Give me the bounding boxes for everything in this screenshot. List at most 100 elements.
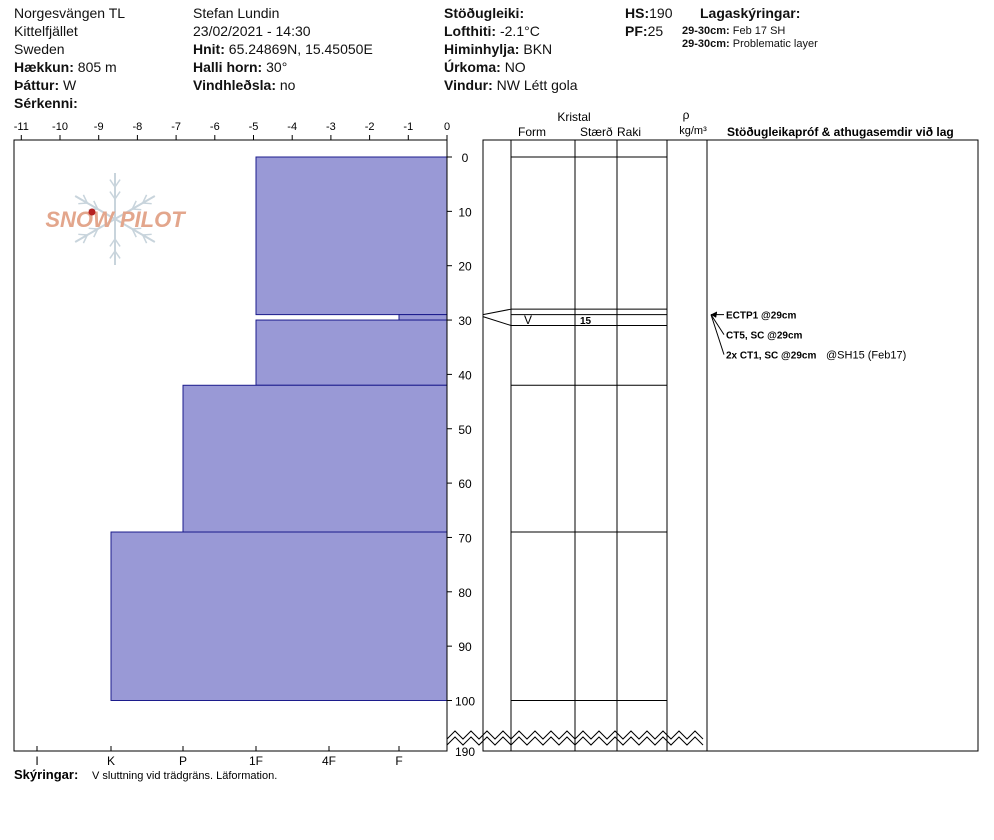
snowflake-arm — [74, 195, 116, 220]
stability-tests: ECTP1 @29cm CT5, SC @29cm 2x CT1, SC @29cm… — [710, 311, 906, 362]
snowflake-branch — [114, 250, 121, 259]
footer-label: Skýringar: — [14, 767, 78, 782]
aspect-label: Þáttur: — [14, 77, 60, 93]
layer-notes-title-text: Lagaskýringar: — [700, 5, 801, 21]
test-leader-line — [710, 314, 725, 355]
stability: Stöðugleiki: — [444, 4, 578, 22]
snowflake-branch — [114, 179, 121, 188]
snowflake-branch — [114, 238, 121, 247]
test-arrowhead — [711, 311, 717, 318]
observer-name: Stefan Lundin — [193, 5, 280, 21]
precipitation: Úrkoma: NO — [444, 58, 578, 76]
sky-label: Himinhylja: — [444, 41, 520, 57]
slope-value: 30° — [266, 59, 288, 75]
layer-note-range: 29-30cm: — [682, 25, 730, 37]
elevation: Hækkun: 805 m — [14, 58, 125, 76]
crystal-size: 15 — [580, 316, 592, 327]
layer-notes-title: Lagaskýringar: — [700, 4, 800, 22]
layer-note-text: Problematic layer — [732, 38, 818, 50]
temp-tick-label: -11 — [14, 121, 29, 133]
precip-label: Úrkoma: — [444, 59, 501, 75]
depth-tick-label: 190 — [455, 745, 475, 759]
axis-break-zigzag — [446, 736, 704, 746]
hardness-layer-1F — [255, 156, 448, 316]
hardness-layer-1F — [255, 319, 448, 386]
crystal-table: V 15 — [482, 156, 667, 701]
snowflake-branch — [142, 202, 152, 205]
test-note: @SH15 (Feb17) — [826, 350, 906, 362]
coords-label: Hnit: — [193, 41, 225, 57]
layer-connector — [482, 316, 512, 326]
snowflake-arm — [114, 195, 156, 220]
location-area: Kittelfjället — [14, 23, 78, 39]
hardness-tick-label: F — [395, 754, 402, 768]
depth-tick-label: 30 — [458, 314, 472, 328]
snowflake-branch — [88, 227, 98, 230]
logo-dot — [88, 208, 96, 216]
col-kristal: Kristal — [557, 110, 590, 124]
axis-break-zigzag — [446, 730, 704, 740]
snowflake-branch — [78, 233, 88, 236]
column-headers: Kristal Form Stærð Raki ρ kg/m³ Stöðugleikapró… — [518, 108, 954, 139]
pf: PF:25 — [625, 22, 672, 40]
wind-loading-label: Vindhleðsla: — [193, 77, 276, 93]
snowpack-block: HS:190 PF:25 — [625, 4, 672, 40]
temp-tick-label: 0 — [444, 121, 450, 133]
snowflake-branch — [142, 233, 152, 236]
features: Sérkenni: — [14, 94, 125, 112]
crystal-form: V — [524, 313, 532, 327]
snowflake-branch — [93, 200, 99, 210]
sky-value: BKN — [523, 41, 553, 57]
snowflake-branch — [131, 228, 137, 238]
layer-note-item: 29-30cm: Problematic layer — [682, 38, 818, 51]
snowpilot-logo: SNOW PILOT — [45, 173, 186, 265]
snowflake-branch — [109, 191, 116, 200]
col-size: Stærð — [580, 125, 613, 139]
footer: Skýringar: V sluttning vid trädgräns. Läf… — [14, 767, 277, 782]
depth-tick-label: 70 — [458, 531, 472, 545]
crystal-table-frame — [482, 139, 979, 752]
hardness-layer-F — [398, 314, 448, 321]
wind: Vindur: NW Létt gola — [444, 76, 578, 94]
location-country: Sweden — [14, 41, 65, 57]
hardness-tick-label: K — [107, 754, 115, 768]
col-wetness: Raki — [617, 125, 641, 139]
depth-tick-label: 10 — [458, 205, 472, 219]
temp-tick-label: -4 — [287, 121, 297, 133]
wind-loading: Vindhleðsla: no — [193, 76, 373, 94]
location-name: Norgesvängen TL — [14, 5, 126, 21]
snowflake-branch — [82, 194, 88, 204]
weather-block: Stöðugleiki: Lofthiti: -2.1°C Himinhylja… — [444, 4, 578, 94]
snowflake-arm — [74, 218, 116, 243]
observer-block: Stefan Lundin 23/02/2021 - 14:30 Hnit: 6… — [193, 4, 373, 94]
hardness-layer-K — [110, 531, 448, 702]
snowflake-branch — [109, 238, 116, 247]
observation-datetime: 23/02/2021 - 14:30 — [193, 23, 311, 39]
aspect: Þáttur: W — [14, 76, 125, 94]
temp-tick-label: -6 — [210, 121, 220, 133]
test-leader-line — [710, 314, 725, 335]
chart-frames — [13, 139, 979, 752]
coordinates: Hnit: 65.24869N, 15.45050E — [193, 40, 373, 58]
col-tests: Stöðugleikapróf & athugasemdir við lag — [727, 125, 954, 139]
snowflake-branch — [142, 194, 148, 204]
precip-value: NO — [504, 59, 526, 75]
depth-axis: 0 10 20 30 40 50 60 70 80 90 100 190 — [447, 151, 475, 759]
temp-tick-label: -2 — [365, 121, 375, 133]
hs: HS:190 — [625, 4, 672, 22]
test-result: ECTP1 @29cm — [726, 311, 796, 322]
features-label: Sérkenni: — [14, 95, 78, 111]
wind-value: NW Létt gola — [496, 77, 578, 93]
hs-label: HS: — [625, 5, 650, 21]
wind-loading-value: no — [279, 77, 296, 93]
temp-tick-label: -1 — [403, 121, 413, 133]
col-form: Form — [518, 125, 546, 139]
sky-cover: Himinhylja: BKN — [444, 40, 578, 58]
hardness-layer-P — [182, 384, 448, 533]
snowflake-branch — [93, 228, 99, 238]
col-density-unit: kg/m³ — [679, 125, 707, 137]
depth-tick-label: 60 — [458, 477, 472, 491]
temp-tick-label: -9 — [94, 121, 104, 133]
col-rho: ρ — [683, 108, 690, 122]
